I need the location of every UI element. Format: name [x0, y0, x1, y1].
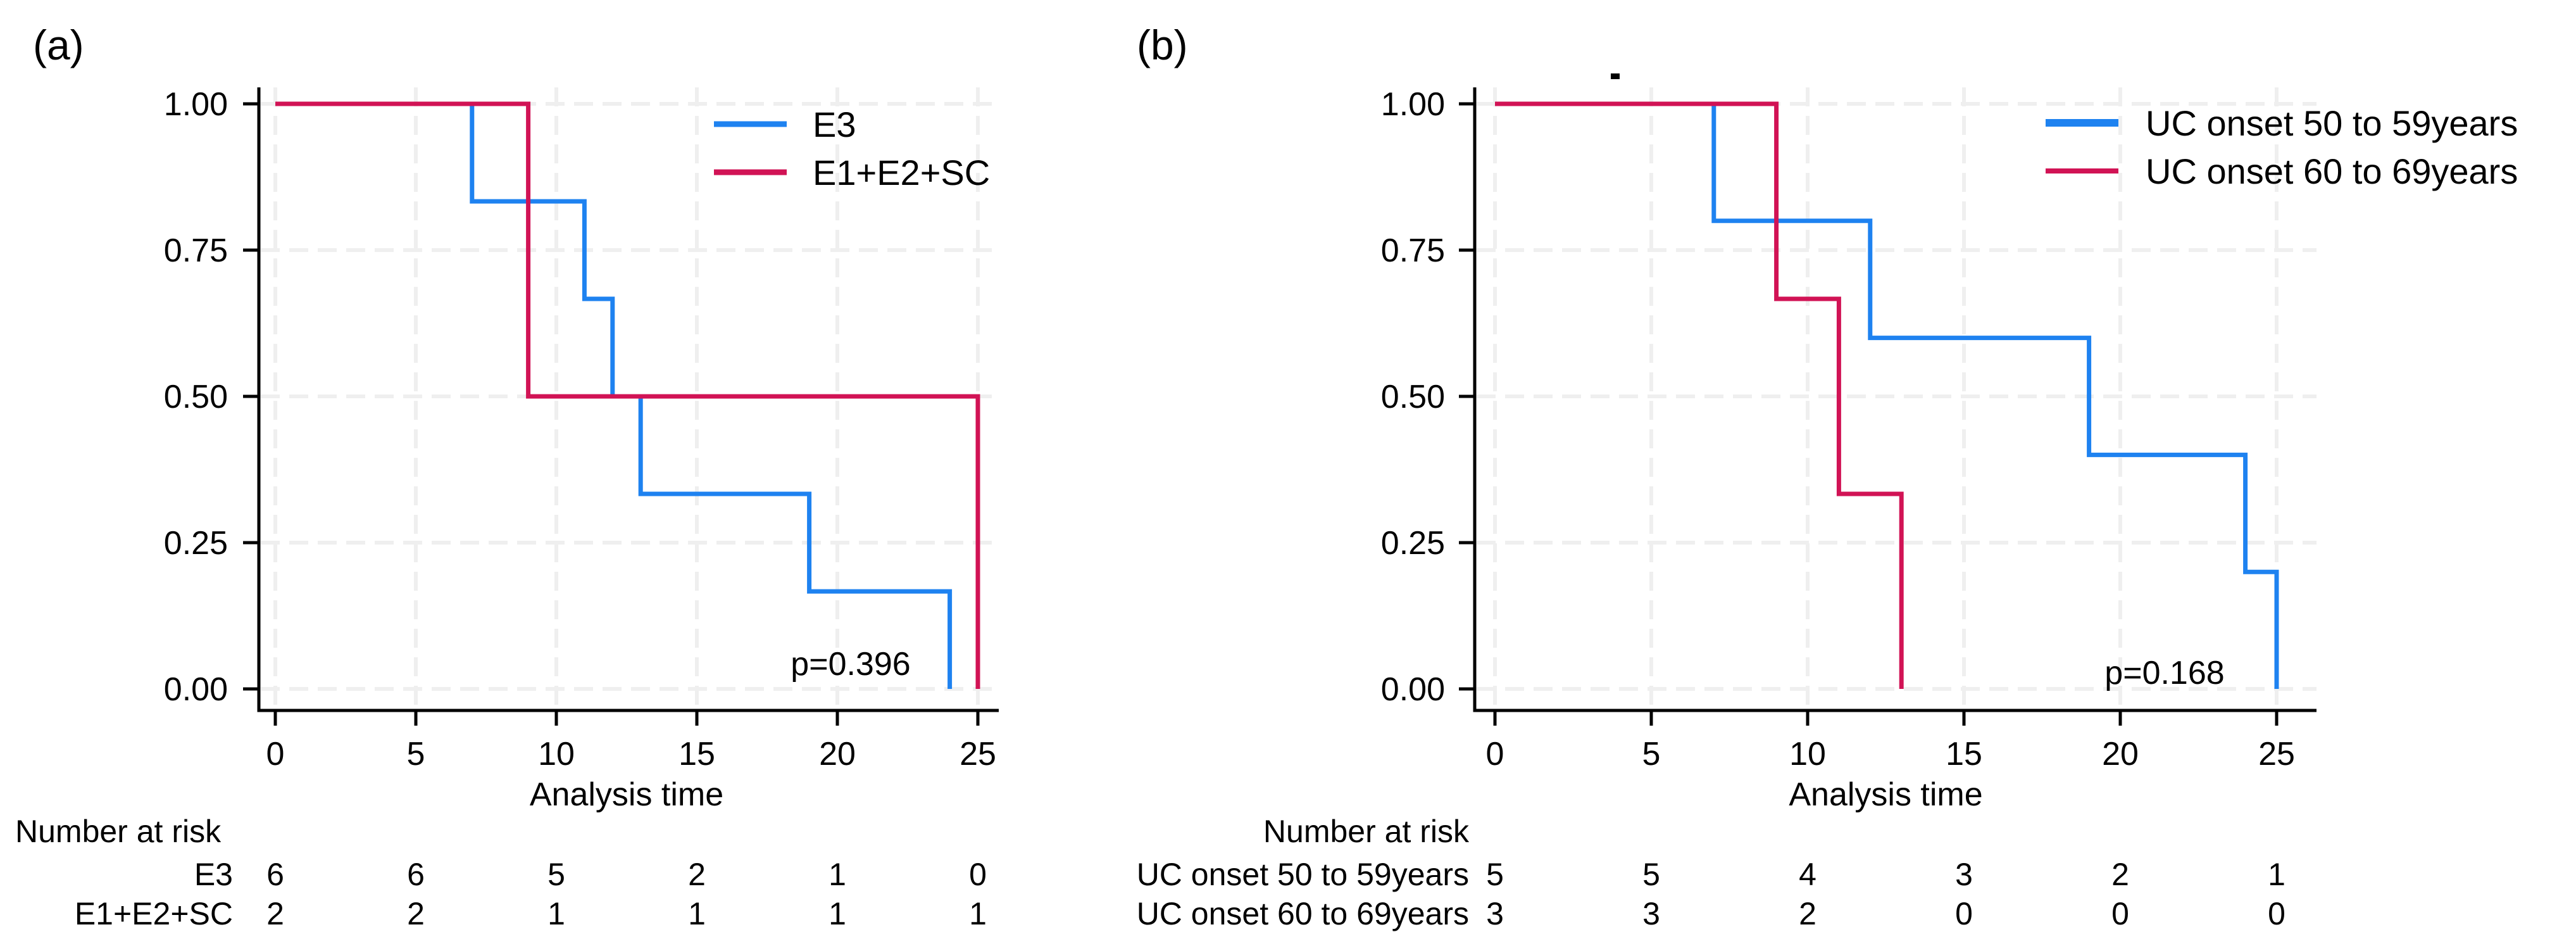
legend-label: UC onset 60 to 69years: [2146, 151, 2518, 191]
risk-count: 6: [407, 857, 425, 892]
y-tick-label: 0.00: [164, 671, 228, 708]
y-tick-label: 1.00: [164, 86, 228, 123]
risk-count: 2: [2111, 857, 2129, 892]
risk-count: 3: [1642, 896, 1660, 931]
x-tick-label: 20: [819, 736, 856, 773]
x-tick-label: 10: [538, 736, 575, 773]
legend-label: E3: [813, 104, 856, 144]
x-axis-title: Analysis time: [530, 776, 723, 813]
y-tick-label: 0.25: [164, 525, 228, 562]
x-tick-label: 10: [1789, 736, 1826, 773]
risk-count: 1: [688, 896, 706, 931]
y-tick-label: 0.25: [1381, 525, 1445, 562]
risk-count: 2: [407, 896, 425, 931]
risk-count: 3: [1486, 896, 1504, 931]
risk-count: 2: [688, 857, 706, 892]
legend-label: E1+E2+SC: [813, 153, 990, 192]
y-tick-label: 0.50: [164, 379, 228, 415]
panel-b: (b) 1.00 0.75 0.50 0.25 0.00 0 5 10 15 20 25 Analys…: [1076, 0, 2576, 946]
legend-label: UC onset 50 to 59years: [2146, 103, 2518, 143]
x-tick-label: 20: [2102, 736, 2139, 773]
risk-table-title: Number at risk: [15, 814, 222, 849]
risk-count: 5: [1486, 857, 1504, 892]
x-tick-label: 5: [1642, 736, 1661, 773]
y-tick-label: 0.75: [1381, 232, 1445, 269]
x-tick-label: 5: [407, 736, 425, 773]
risk-row-label: E3: [194, 857, 233, 892]
risk-count: 2: [1799, 896, 1816, 931]
x-tick-label: 15: [1946, 736, 1982, 773]
y-tick-label: 1.00: [1381, 86, 1445, 123]
x-tick-label: 0: [1486, 736, 1504, 773]
x-tick-label: 25: [2258, 736, 2295, 773]
x-axis-title: Analysis time: [1789, 776, 1982, 813]
risk-row-label: UC onset 60 to 69years: [1137, 896, 1469, 931]
x-tick-label: 15: [678, 736, 715, 773]
p-value-label: p=0.168: [2104, 655, 2224, 691]
risk-count: 2: [266, 896, 284, 931]
y-tick-label: 0.00: [1381, 671, 1445, 708]
panel-a: (a) 1.00 0.75 0.50 0.25 0.00 0 5 10 15 20 25 Analys…: [0, 0, 1076, 946]
risk-count: 5: [1642, 857, 1660, 892]
risk-row-label: UC onset 50 to 59years: [1137, 857, 1469, 892]
annotation-dot: [1611, 73, 1620, 79]
risk-count: 1: [828, 857, 846, 892]
risk-count: 5: [547, 857, 565, 892]
risk-table-title: Number at risk: [1263, 814, 1470, 849]
risk-count: 0: [969, 857, 987, 892]
risk-count: 6: [266, 857, 284, 892]
x-tick-label: 25: [960, 736, 996, 773]
risk-count: 1: [828, 896, 846, 931]
risk-row-label: E1+E2+SC: [75, 896, 233, 931]
survival-curve-uc-onset-50-to-59years: [1495, 101, 2279, 689]
y-tick-label: 0.75: [164, 232, 228, 269]
risk-count: 0: [1955, 896, 1973, 931]
panel-b-label: (b): [1137, 22, 1188, 68]
x-tick-label: 0: [266, 736, 285, 773]
risk-count: 4: [1799, 857, 1816, 892]
panel-a-label: (a): [33, 22, 84, 68]
survival-curve-uc-onset-60-to-69years: [1495, 101, 1904, 689]
risk-count: 1: [547, 896, 565, 931]
risk-count: 1: [2268, 857, 2285, 892]
p-value-label: p=0.396: [791, 646, 910, 683]
risk-count: 1: [969, 896, 987, 931]
risk-count: 0: [2268, 896, 2285, 931]
y-tick-label: 0.50: [1381, 379, 1445, 415]
risk-count: 3: [1955, 857, 1973, 892]
risk-count: 0: [2111, 896, 2129, 931]
survival-curve-e1-e2-sc: [275, 101, 980, 689]
